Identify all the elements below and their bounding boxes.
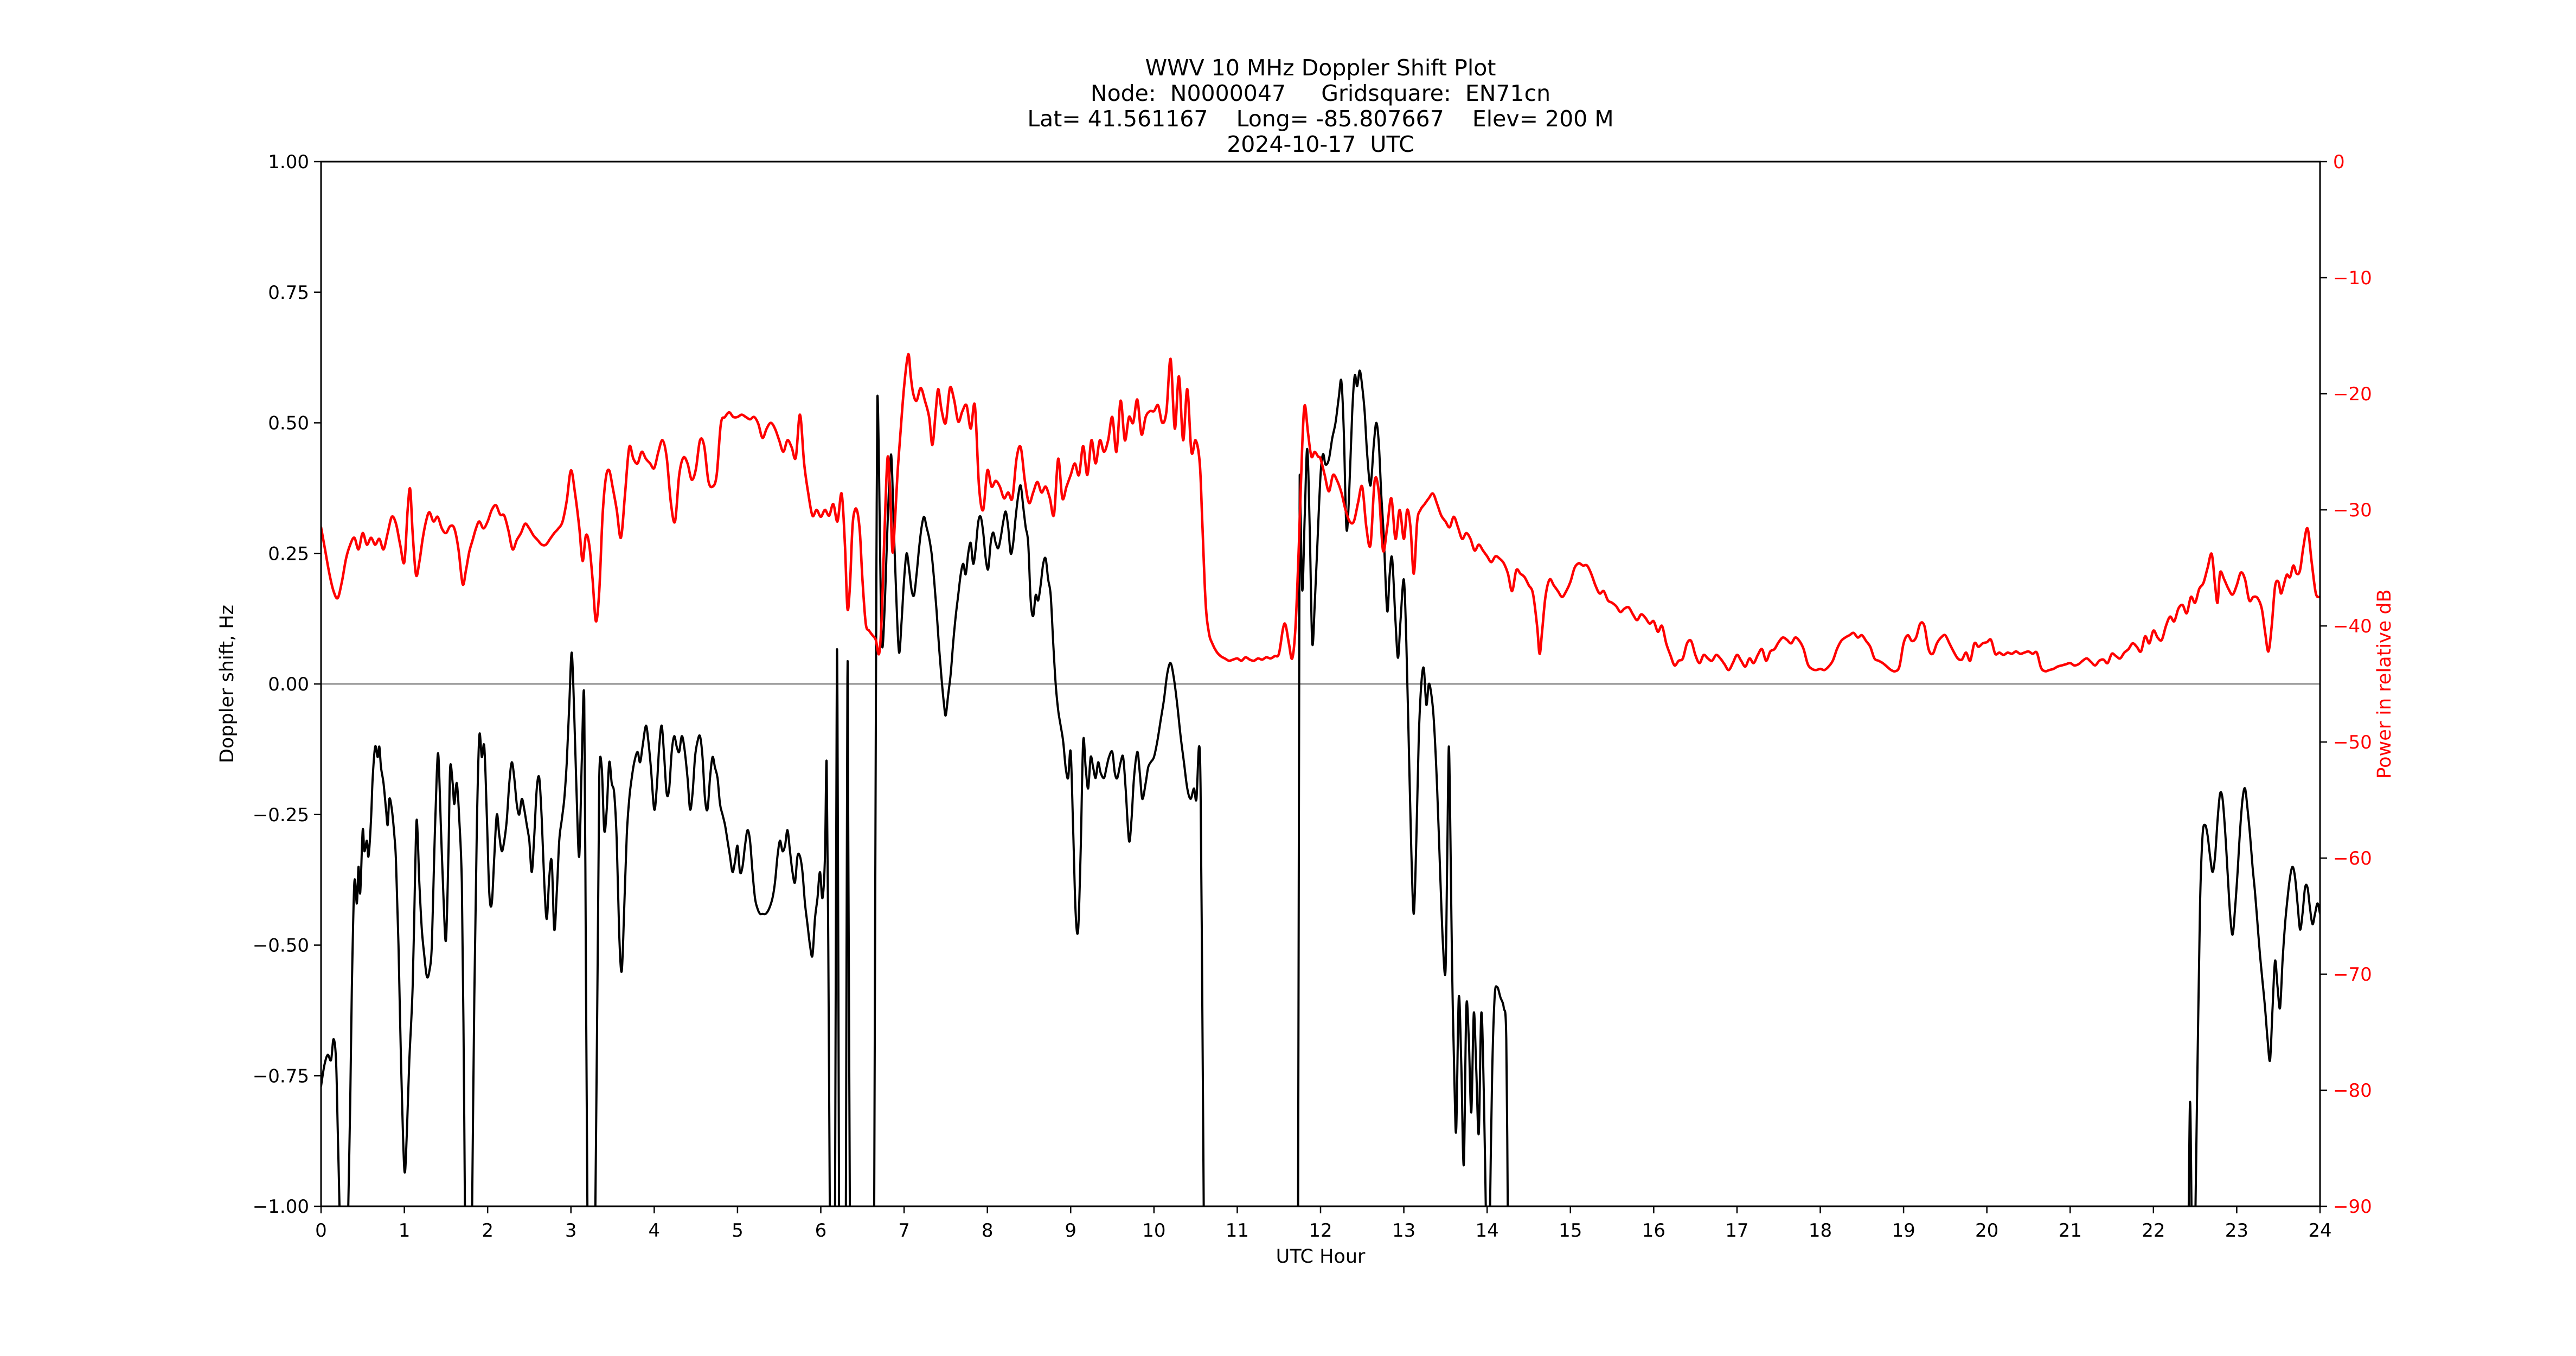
- doppler_shift_hz-line: [873, 394, 1205, 1206]
- right-y-tick-label: −30: [2333, 500, 2372, 521]
- left-y-tick-label: 0.75: [268, 282, 309, 304]
- axes-layer: 0 1 2 3 4 5 6 7 8 9 10 11 12 13 14 15 16 17 18 19 20 21 22 23 24…: [253, 151, 2372, 1242]
- left-y-tick-label: −1.00: [253, 1196, 309, 1218]
- doppler_shift_hz-line: [844, 660, 851, 1206]
- right-y-tick-label: −50: [2333, 732, 2372, 753]
- x-tick-label: 4: [649, 1220, 661, 1242]
- left-y-axis-label: Doppler shift, Hz: [216, 605, 238, 763]
- right-y-axis-label: Power in relative dB: [2374, 589, 2395, 778]
- right-y-tick-label: −20: [2333, 383, 2372, 405]
- x-tick-label: 2: [482, 1220, 494, 1242]
- left-y-tick-label: 1.00: [268, 151, 309, 173]
- right-y-tick-label: −60: [2333, 848, 2372, 869]
- right-y-tick-label: 0: [2333, 151, 2345, 173]
- doppler_shift_hz-line: [347, 745, 466, 1206]
- doppler_shift_hz-line: [471, 651, 589, 1206]
- x-tick-label: 11: [1226, 1220, 1249, 1242]
- right-y-tick-label: −80: [2333, 1080, 2372, 1102]
- right-y-tick-label: −90: [2333, 1196, 2372, 1218]
- x-tick-label: 3: [565, 1220, 577, 1242]
- x-tick-label: 23: [2225, 1220, 2248, 1242]
- x-tick-label: 6: [815, 1220, 827, 1242]
- x-tick-label: 8: [982, 1220, 994, 1242]
- x-tick-label: 19: [1892, 1220, 1915, 1242]
- doppler_shift_hz-line: [834, 648, 841, 1206]
- x-tick-label: 13: [1392, 1220, 1415, 1242]
- x-tick-label: 16: [1642, 1220, 1665, 1242]
- x-tick-label: 1: [399, 1220, 411, 1242]
- right-y-tick-label: −10: [2333, 267, 2372, 289]
- doppler_shift_hz-line: [2187, 1101, 2193, 1206]
- doppler_shift_hz-line: [1297, 369, 1487, 1206]
- x-tick-label: 24: [2308, 1220, 2331, 1242]
- text-layer: WWV 10 MHz Doppler Shift Plot Node: N000…: [216, 55, 2395, 1268]
- series-layer: [321, 353, 2320, 1206]
- plot-title-line-3: Lat= 41.561167 Long= -85.807667 Elev= 20…: [1027, 106, 1613, 132]
- left-y-tick-label: 0.50: [268, 413, 309, 434]
- x-tick-label: 20: [1975, 1220, 1998, 1242]
- x-tick-label: 15: [1559, 1220, 1582, 1242]
- x-tick-label: 9: [1065, 1220, 1076, 1242]
- x-tick-label: 12: [1309, 1220, 1332, 1242]
- doppler_shift_hz-line: [594, 724, 831, 1206]
- left-y-tick-label: −0.25: [253, 804, 309, 826]
- x-tick-label: 21: [2059, 1220, 2082, 1242]
- power_relative_db-line: [321, 353, 2320, 673]
- left-y-tick-label: −0.75: [253, 1065, 309, 1087]
- plot-title-line-2: Node: N0000047 Gridsquare: EN71cn: [1091, 80, 1550, 106]
- plot-title-line-4: 2024-10-17 UTC: [1227, 131, 1414, 157]
- right-y-tick-label: −70: [2333, 964, 2372, 986]
- doppler_shift_hz-line: [1489, 985, 1509, 1206]
- x-tick-label: 5: [732, 1220, 744, 1242]
- left-y-tick-label: 0.25: [268, 543, 309, 565]
- x-tick-label: 10: [1142, 1220, 1165, 1242]
- x-axis-label: UTC Hour: [1276, 1246, 1366, 1268]
- x-tick-label: 17: [1725, 1220, 1748, 1242]
- plot-title-line-1: WWV 10 MHz Doppler Shift Plot: [1145, 55, 1496, 81]
- right-y-tick-label: −40: [2333, 616, 2372, 637]
- doppler_shift_hz-line: [321, 1038, 341, 1206]
- left-y-tick-label: 0.00: [268, 674, 309, 695]
- x-tick-label: 7: [898, 1220, 910, 1242]
- left-y-tick-label: −0.50: [253, 935, 309, 957]
- x-tick-label: 0: [315, 1220, 327, 1242]
- x-tick-label: 22: [2142, 1220, 2165, 1242]
- x-tick-label: 14: [1476, 1220, 1499, 1242]
- doppler_shift_hz-line: [2194, 786, 2320, 1206]
- x-tick-label: 18: [1809, 1220, 1832, 1242]
